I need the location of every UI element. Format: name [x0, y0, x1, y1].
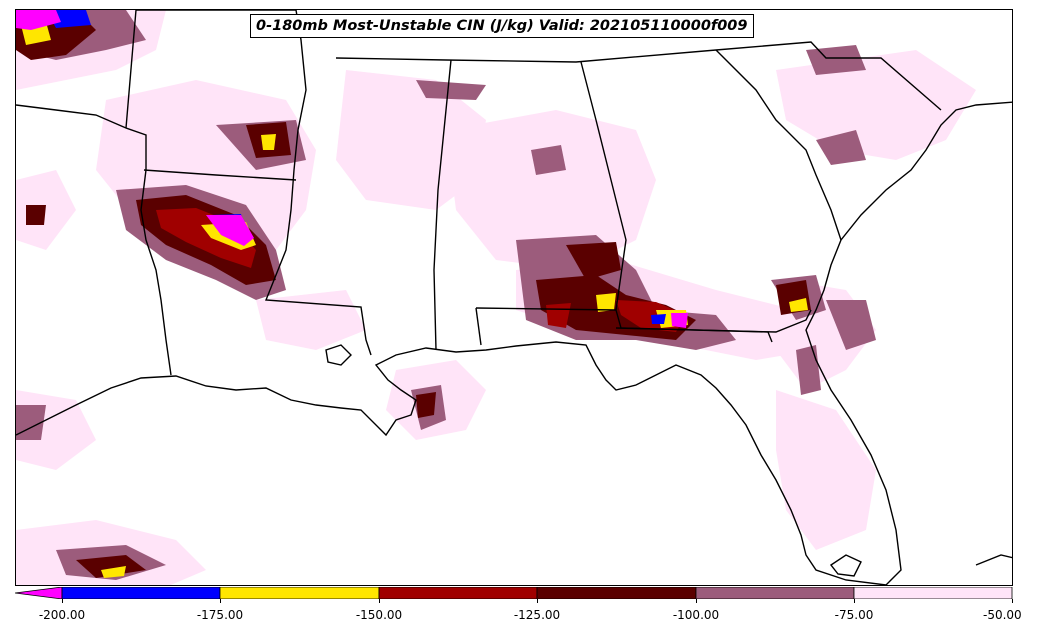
- colorbar-tick-label: -50.00: [982, 608, 1022, 622]
- cin-map: [16, 10, 1012, 585]
- colorbar-segment-4: [536, 587, 697, 599]
- colorbar-segment-5: [695, 587, 855, 599]
- colorbar-tick-mark: [1012, 599, 1013, 603]
- coastline: [16, 101, 1012, 585]
- cin-fill-magenta: [16, 10, 688, 328]
- colorbar-tick-mark: [696, 599, 697, 603]
- colorbar-tick-label: -125.00: [513, 608, 561, 622]
- colorbar-segment-extend: [15, 587, 63, 599]
- map-title: 0-180mb Most-Unstable CIN (J/kg) Valid: …: [250, 14, 754, 38]
- colorbar-tick-mark: [537, 599, 538, 603]
- colorbar-tick-label: -100.00: [672, 608, 720, 622]
- colorbar-tick-label: -175.00: [196, 608, 244, 622]
- colorbar-segment-6: [853, 587, 1013, 599]
- colorbar-segment-1: [61, 587, 221, 599]
- colorbar: [15, 587, 1013, 599]
- colorbar-tick-label: -75.00: [834, 608, 874, 622]
- colorbar-tick-label: -150.00: [355, 608, 403, 622]
- colorbar-segment-3: [378, 587, 538, 599]
- colorbar-tick-mark: [62, 599, 63, 603]
- colorbar-tick-label: -200.00: [38, 608, 86, 622]
- state-borders: [16, 10, 942, 376]
- colorbar-tick-mark: [854, 599, 855, 603]
- colorbar-tick-mark: [220, 599, 221, 603]
- map-panel: [15, 9, 1013, 586]
- colorbar-segment-2: [219, 587, 380, 599]
- colorbar-tick-mark: [379, 599, 380, 603]
